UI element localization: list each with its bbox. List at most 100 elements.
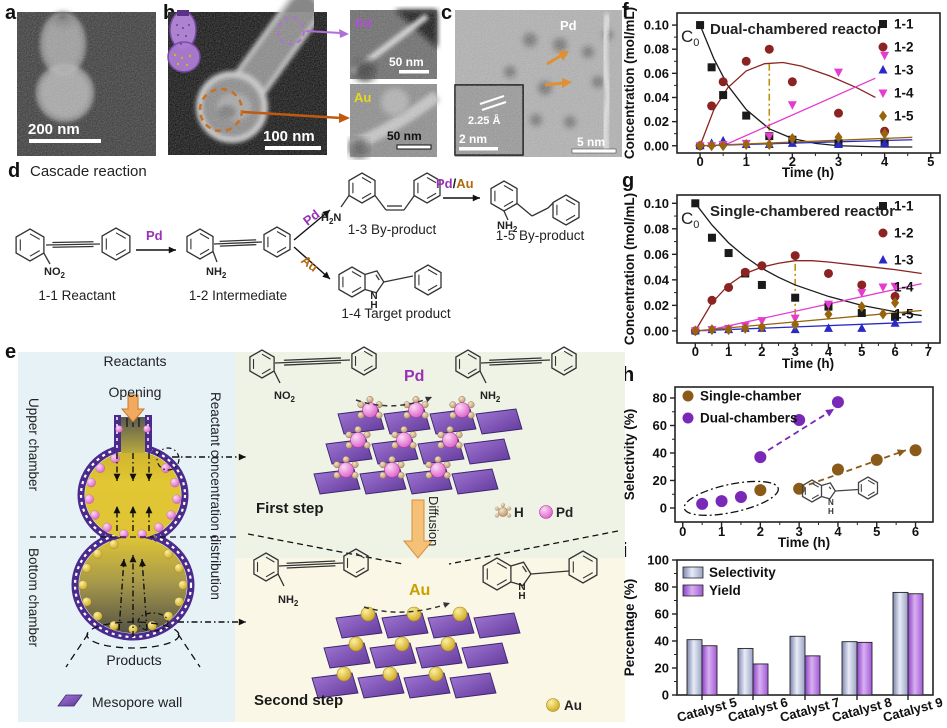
svg-text:5: 5 <box>873 524 880 539</box>
svg-text:1-3: 1-3 <box>894 253 914 268</box>
svg-text:0.00: 0.00 <box>644 138 669 153</box>
svg-text:1-4: 1-4 <box>894 86 914 101</box>
svg-text:4: 4 <box>881 154 889 169</box>
svg-text:0.00: 0.00 <box>644 323 669 338</box>
au-callout-arrow <box>242 110 350 123</box>
nh2-label-firststep: NH2 <box>480 390 501 405</box>
svg-text:Single-chamber: Single-chamber <box>700 389 802 404</box>
svg-text:7: 7 <box>925 344 932 359</box>
svg-text:40: 40 <box>655 634 669 649</box>
svg-text:0: 0 <box>692 344 699 359</box>
svg-text:3: 3 <box>835 154 842 169</box>
second-step-au-label: Au <box>409 582 431 599</box>
svg-text:N: N <box>828 498 834 507</box>
svg-text:0.04: 0.04 <box>644 90 670 105</box>
svg-text:C0: C0 <box>681 27 699 49</box>
pd-inset-scalebar-label: 50 nm <box>389 55 424 69</box>
no2-label-firststep: NO2 <box>274 390 295 405</box>
chart-single-chambered: 0 1 2 3 4 5 6 7 0.00 0.02 0.04 0.06 0.08 0.10 Time (h)… <box>622 193 941 371</box>
svg-text:3: 3 <box>792 344 799 359</box>
svg-text:1-3: 1-3 <box>894 63 914 78</box>
panel-label-f: f <box>622 0 629 22</box>
svg-text:60: 60 <box>653 418 667 433</box>
cascade-title: Cascade reaction <box>30 163 147 180</box>
svg-text:Concentration (mol/mL): Concentration (mol/mL) <box>622 193 637 345</box>
svg-text:1-4: 1-4 <box>894 280 914 295</box>
svg-text:1-1: 1-1 <box>894 199 914 214</box>
svg-text:6: 6 <box>912 524 919 539</box>
svg-text:80: 80 <box>655 580 669 595</box>
svg-text:Percentage (%): Percentage (%) <box>622 579 637 677</box>
pdau-label: Pd/Au <box>436 176 474 191</box>
svg-text:0.10: 0.10 <box>644 18 669 33</box>
lattice-spacing-label: 2.25 Å <box>468 114 500 127</box>
svg-text:0: 0 <box>696 154 703 169</box>
panel-label-h: h <box>622 364 635 386</box>
svg-text:0.08: 0.08 <box>644 42 669 57</box>
nh2-label-1-5: NH2 <box>497 220 518 235</box>
svg-text:2: 2 <box>757 524 764 539</box>
svg-text:0.02: 0.02 <box>644 298 669 313</box>
mechanism-schematic-panel-e <box>18 346 625 722</box>
stem-image-panel-b: 100 nm Pd 50 nm Au 50 nm <box>167 0 441 158</box>
svg-text:4: 4 <box>834 524 842 539</box>
svg-text:C0: C0 <box>681 209 699 231</box>
svg-text:1: 1 <box>718 524 725 539</box>
svg-text:0.06: 0.06 <box>644 66 669 81</box>
svg-text:0: 0 <box>660 500 667 515</box>
species-1-5-label: 1-5 By-product <box>495 228 585 243</box>
svg-text:2: 2 <box>758 344 765 359</box>
svg-text:Single-chambered reactor: Single-chambered reactor <box>710 203 895 220</box>
legend-au-label: Au <box>564 698 582 713</box>
svg-text:4: 4 <box>825 344 833 359</box>
second-step-label: Second step <box>254 692 344 709</box>
pd-inset-label: Pd <box>355 16 372 31</box>
nh2-label-1-2: NH2 <box>206 266 227 281</box>
svg-text:40: 40 <box>653 445 667 460</box>
svg-text:1: 1 <box>743 154 750 169</box>
svg-text:0.06: 0.06 <box>644 247 669 262</box>
noise-overlay <box>17 12 156 156</box>
svg-text:3: 3 <box>796 524 803 539</box>
svg-text:20: 20 <box>653 473 667 488</box>
hrtem-image-panel-c: Pd 2.25 Å 2 nm 5 nm <box>454 10 622 157</box>
svg-text:0.02: 0.02 <box>644 114 669 129</box>
opening-label: Opening <box>108 384 162 400</box>
svg-text:6: 6 <box>891 344 898 359</box>
chart-dual-chambered: 0 1 2 3 4 5 0.00 0.02 0.04 0.06 0.08 0.10 Time (h) Co… <box>622 7 941 180</box>
pd-inset-image: Pd 50 nm <box>350 10 437 81</box>
panel-label-e: e <box>5 341 17 363</box>
bottle-model-inset <box>167 10 201 73</box>
svg-text:1-5: 1-5 <box>894 109 914 124</box>
legend-h-label: H <box>514 505 524 520</box>
panel-label-g: g <box>622 170 635 192</box>
panel-label-d: d <box>8 160 21 182</box>
species-1-4-label: 1-4 Target product <box>341 306 451 321</box>
svg-text:Dual-chambered reactor: Dual-chambered reactor <box>710 21 883 38</box>
svg-text:0.10: 0.10 <box>644 196 669 211</box>
scalebar-label-b: 100 nm <box>263 128 315 145</box>
sem-image-panel-a: 200 nm <box>17 12 156 156</box>
au-inset-label: Au <box>354 90 371 105</box>
svg-text:0.04: 0.04 <box>644 272 670 287</box>
svg-text:0.08: 0.08 <box>644 221 669 236</box>
svg-text:Selectivity: Selectivity <box>709 565 776 580</box>
scalebar-label-c: 5 nm <box>577 135 605 149</box>
svg-text:Dual-chambers: Dual-chambers <box>700 411 798 426</box>
h2n-label-1-3: H2N <box>321 212 342 227</box>
svg-text:5: 5 <box>927 154 934 169</box>
svg-text:80: 80 <box>653 390 667 405</box>
au-inset-scalebar-label: 50 nm <box>387 129 422 143</box>
pd-arrow-1 <box>546 51 569 66</box>
svg-text:1-2: 1-2 <box>894 226 914 241</box>
species-1-3-label: 1-3 By-product <box>347 222 437 237</box>
diffusion-label: Diffusion <box>426 496 441 547</box>
svg-text:1-5: 1-5 <box>894 307 914 322</box>
scalebar-b <box>265 146 321 150</box>
svg-text:Time (h): Time (h) <box>782 356 834 371</box>
svg-text:60: 60 <box>655 607 669 622</box>
